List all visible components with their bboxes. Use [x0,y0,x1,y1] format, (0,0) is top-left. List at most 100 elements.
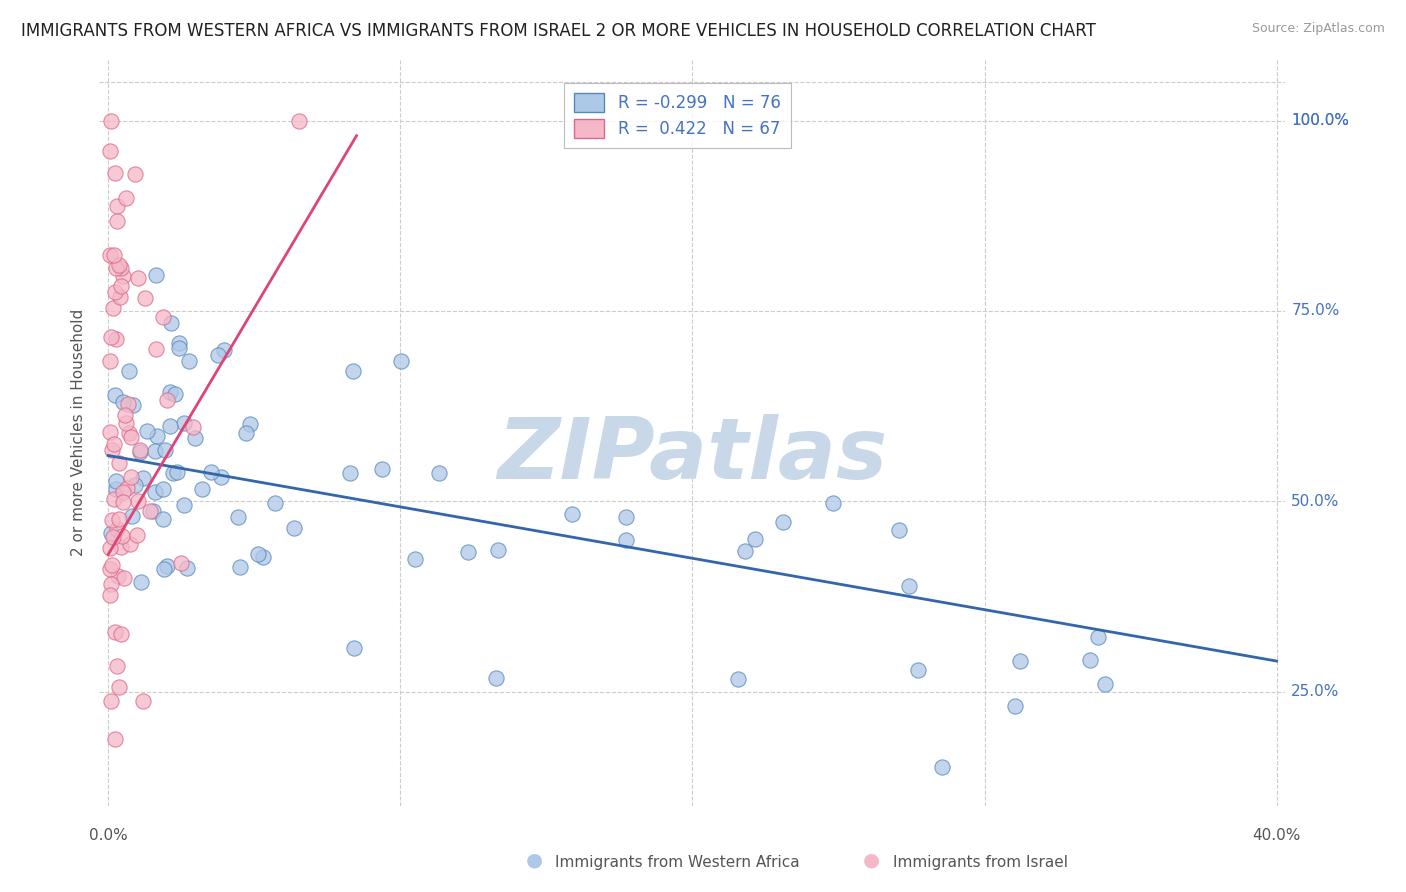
Point [120,537,142,551]
Point [181,419,204,434]
Point [100,694,122,708]
Point [143,485,166,500]
Point [160,316,183,330]
Point [727,672,749,686]
Point [152,483,174,497]
Point [103,248,125,262]
Point [209,469,232,483]
Point [179,354,201,368]
Point [129,442,152,457]
Point [371,462,394,476]
Point [191,482,214,496]
Point [142,504,165,518]
Point [121,509,143,524]
Point [107,456,129,470]
Point [153,562,176,576]
Point [100,330,122,344]
Point [98,588,121,602]
Point [239,417,262,431]
Point [427,467,450,481]
Point [152,310,174,324]
Point [104,388,127,402]
Point [100,526,122,541]
Text: 75.0%: 75.0% [1291,303,1340,318]
Point [127,493,149,508]
Point [105,482,128,496]
Point [152,512,174,526]
Point [1087,630,1109,644]
Point [124,167,146,181]
Point [125,527,148,541]
Point [389,354,412,368]
Y-axis label: 2 or more Vehicles in Household: 2 or more Vehicles in Household [72,309,86,557]
Point [145,268,167,282]
Point [107,569,129,583]
Point [1004,699,1026,714]
Text: IMMIGRANTS FROM WESTERN AFRICA VS IMMIGRANTS FROM ISRAEL 2 OR MORE VEHICLES IN H: IMMIGRANTS FROM WESTERN AFRICA VS IMMIGR… [21,22,1095,40]
Point [110,260,132,275]
Point [118,425,141,440]
Point [98,425,121,439]
Point [146,429,169,443]
Point [108,680,131,694]
Point [124,478,146,492]
Point [121,398,143,412]
Point [214,343,236,358]
Point [283,521,305,535]
Point [114,408,136,422]
Point [139,504,162,518]
Point [98,541,121,556]
Point [134,292,156,306]
Point [145,342,167,356]
Point [100,442,122,457]
Point [167,341,190,355]
Point [228,559,250,574]
Point [101,558,124,572]
Point [112,495,135,509]
Point [105,199,128,213]
Point [252,550,274,565]
Point [1080,653,1102,667]
Point [561,507,583,521]
Text: ●: ● [526,851,543,870]
Point [120,470,142,484]
Point [127,271,149,285]
Point [184,431,207,445]
Point [98,248,121,262]
Point [173,416,195,430]
Point [110,627,132,641]
Point [931,760,953,774]
Text: Immigrants from Western Africa: Immigrants from Western Africa [555,855,800,870]
Point [200,465,222,479]
Point [98,561,121,575]
Point [907,663,929,677]
Point [129,445,152,459]
Point [486,542,509,557]
Point [103,437,125,451]
Point [156,393,179,408]
Point [156,558,179,573]
Point [112,485,135,500]
Point [235,425,257,440]
Point [132,694,155,708]
Point [734,544,756,558]
Point [101,530,124,544]
Point [110,279,132,293]
Point [163,387,186,401]
Point [104,474,127,488]
Point [115,416,138,430]
Point [103,491,125,506]
Point [120,430,142,444]
Point [100,114,122,128]
Text: ●: ● [863,851,880,870]
Point [145,443,167,458]
Point [263,496,285,510]
Point [744,532,766,546]
Point [170,557,193,571]
Point [129,575,152,590]
Point [100,513,122,527]
Point [108,290,131,304]
Point [110,540,132,554]
Point [342,364,364,378]
Point [226,509,249,524]
